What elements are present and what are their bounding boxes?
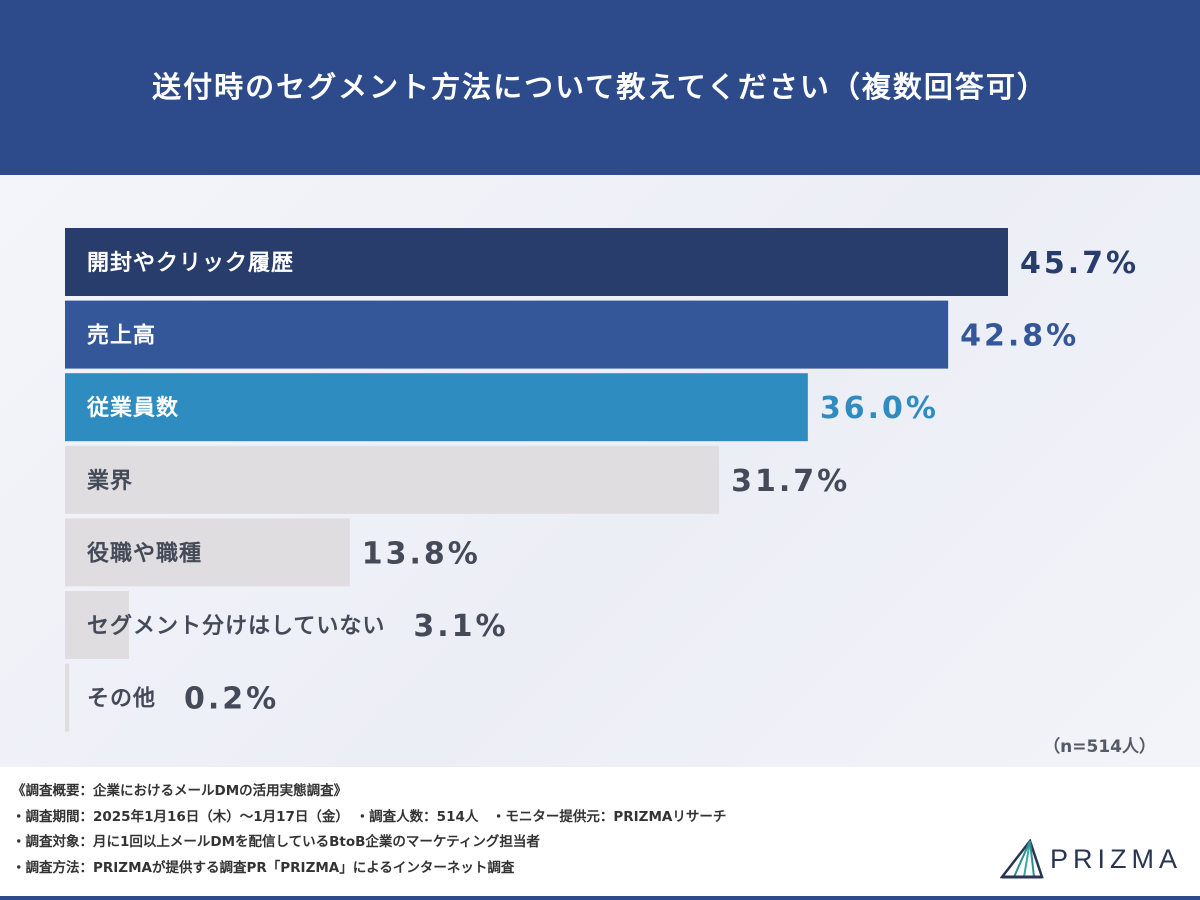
survey-summary: 《調査概要：企業におけるメールDMの活用実態調査》 ・調査期間：2025年1月1… — [12, 779, 726, 881]
bar-label-0: 開封やクリック履歴 — [87, 251, 294, 276]
bar-value-3: 31.7% — [731, 464, 850, 499]
survey-period-line: ・調査期間：2025年1月16日（木）～1月17日（金） ・調査人数：514人 … — [12, 808, 727, 825]
bar-value-6: 0.2% — [184, 682, 279, 717]
page-title: 送付時のセグメント方法について教えてください（複数回答可） — [152, 69, 1048, 104]
bar-value-2: 36.0% — [820, 391, 939, 426]
chart-area: 開封やクリック履歴 45.7% 売上高 42.8% 従業員数 36.0% 業界 31.7% 役職… — [0, 175, 1200, 767]
bar-6 — [65, 663, 70, 732]
survey-method-line: ・調査方法：PRIZMAが提供する調査PR「PRIZMA」によるインターネット調… — [12, 859, 515, 876]
bar-value-1: 42.8% — [960, 319, 1079, 354]
survey-target-line: ・調査対象：月に1回以上メールDMを配信しているBtoB企業のマーケティング担当… — [12, 834, 540, 850]
bar-value-0: 45.7% — [1020, 246, 1139, 281]
prizma-logo: PRIZMA — [999, 839, 1182, 879]
bar-label-1: 売上高 — [87, 323, 156, 349]
sample-size-note: （n=514人） — [1043, 737, 1156, 757]
bar-0 — [65, 228, 1008, 296]
bar-label-2: 従業員数 — [86, 395, 179, 421]
bar-label-3: 業界 — [87, 469, 133, 494]
bar-5 — [65, 591, 129, 659]
footer: 《調査概要：企業におけるメールDMの活用実態調査》 ・調査期間：2025年1月1… — [0, 767, 1200, 900]
prizma-logo-icon — [999, 839, 1044, 879]
prizma-logo-text: PRIZMA — [1049, 843, 1182, 874]
header-banner: 送付時のセグメント方法について教えてください（複数回答可） — [0, 0, 1200, 175]
bar-label-6: その他 — [87, 687, 156, 712]
bar-label-4: 役職や職種 — [87, 540, 202, 566]
survey-summary-title: 《調査概要：企業におけるメールDMの活用実態調査》 — [12, 783, 348, 799]
bar-1 — [65, 300, 949, 369]
bar-3 — [65, 445, 720, 514]
bar-label-5: セグメント分けはしていない — [87, 613, 385, 639]
bar-2 — [65, 373, 808, 442]
bar-chart: 開封やクリック履歴 45.7% 売上高 42.8% 従業員数 36.0% 業界 31.7% 役職… — [65, 228, 1139, 732]
bar-value-4: 13.8% — [362, 536, 481, 571]
bar-value-5: 3.1% — [413, 609, 508, 644]
bar-4 — [65, 518, 350, 587]
